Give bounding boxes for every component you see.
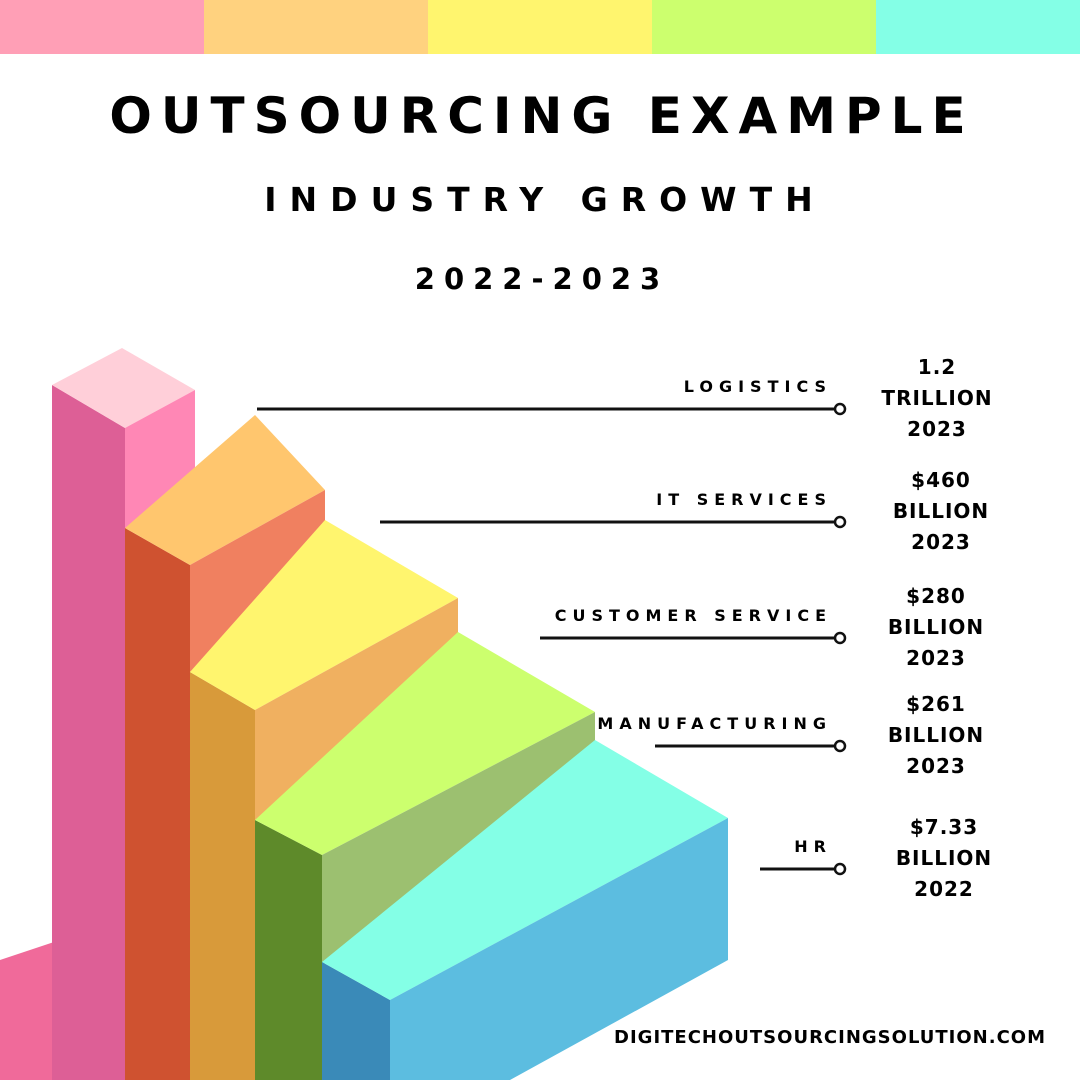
block-top [190, 520, 458, 710]
leader-dot [833, 739, 847, 753]
footer: DIGITECHOUTSOURCINGSOLUTION.COM [614, 1027, 1046, 1048]
item-label: LOGISTICS [684, 377, 832, 396]
item-value: 2023 [911, 530, 971, 554]
block-top [322, 740, 728, 1000]
color-strip [876, 0, 1080, 54]
item-value: 1.2 [918, 355, 956, 379]
item-label: IT SERVICES [656, 490, 832, 509]
color-strip [204, 0, 428, 54]
block-side [390, 818, 728, 1080]
item-value: 2023 [907, 417, 967, 441]
block-side [322, 712, 595, 965]
item-value: 2023 [906, 646, 966, 670]
floor-shadow [0, 940, 60, 1080]
item-value: 2022 [914, 877, 974, 901]
block-face [255, 820, 322, 1080]
block-side [255, 598, 458, 820]
block-face [190, 672, 255, 1080]
block-top [255, 632, 595, 855]
item-value: $7.33 [910, 815, 978, 839]
top-color-bar [0, 0, 1080, 54]
subtitle: INDUSTRY GROWTH [264, 180, 825, 219]
item-value: TRILLION [881, 386, 992, 410]
leader-dot [833, 515, 847, 529]
color-strip [0, 0, 204, 54]
leader-dot [833, 862, 847, 876]
item-value: 2023 [906, 754, 966, 778]
item-value: $460 [911, 468, 971, 492]
item-value: BILLION [888, 723, 984, 747]
leader-dot [833, 631, 847, 645]
block-top [52, 348, 195, 428]
item-label: HR [794, 837, 832, 856]
block-face [52, 385, 125, 1080]
title: OUTSOURCING EXAMPLE [109, 87, 974, 145]
item-value: BILLION [896, 846, 992, 870]
leader-dot [833, 402, 847, 416]
item-value: $280 [906, 584, 966, 608]
block-side [190, 490, 325, 672]
block-face [125, 528, 190, 1080]
color-strip [428, 0, 652, 54]
item-label: MANUFACTURING [597, 714, 832, 733]
period: 2022-2023 [415, 262, 669, 296]
item-value: BILLION [888, 615, 984, 639]
item-value: BILLION [893, 499, 989, 523]
block-face [322, 962, 390, 1080]
item-label: CUSTOMER SERVICE [555, 606, 832, 625]
color-strip [652, 0, 876, 54]
staircase-illustration [0, 348, 728, 1080]
item-value: $261 [906, 692, 966, 716]
block-top [125, 415, 325, 565]
